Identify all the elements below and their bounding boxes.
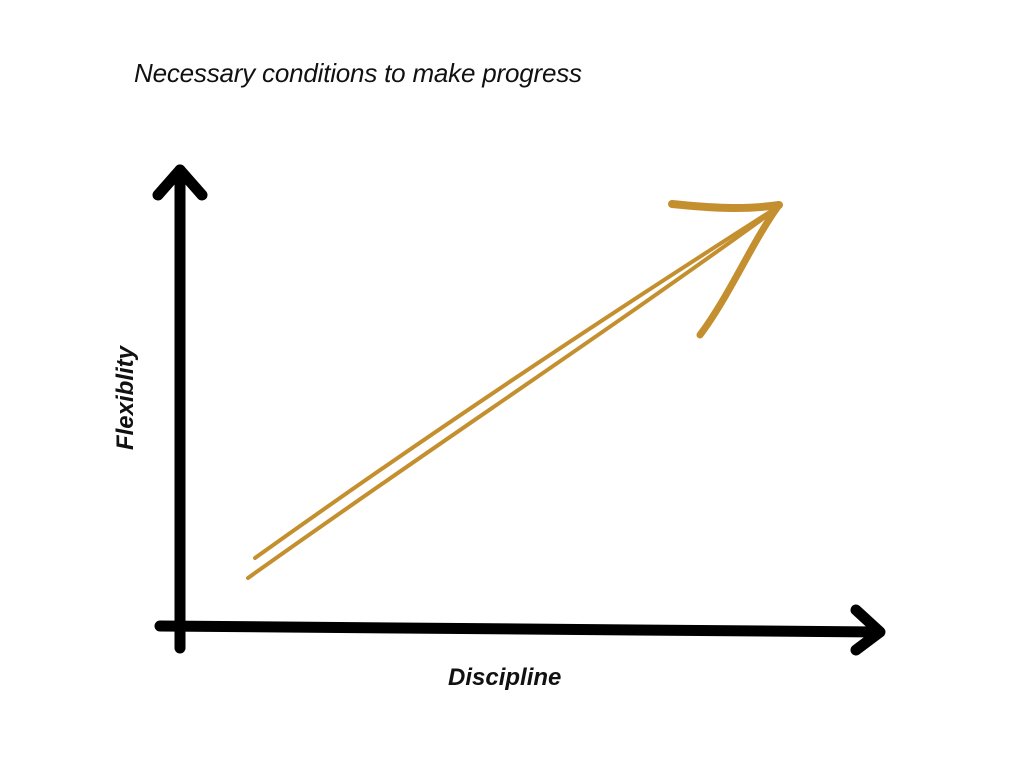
y-axis	[152, 164, 208, 654]
x-axis-label: Discipline	[448, 664, 562, 691]
progress-arrow	[246, 200, 783, 580]
diagram-title: Necessary conditions to make progress	[134, 58, 582, 88]
y-axis-label: Flexiblity	[112, 345, 139, 451]
x-axis	[154, 604, 886, 656]
